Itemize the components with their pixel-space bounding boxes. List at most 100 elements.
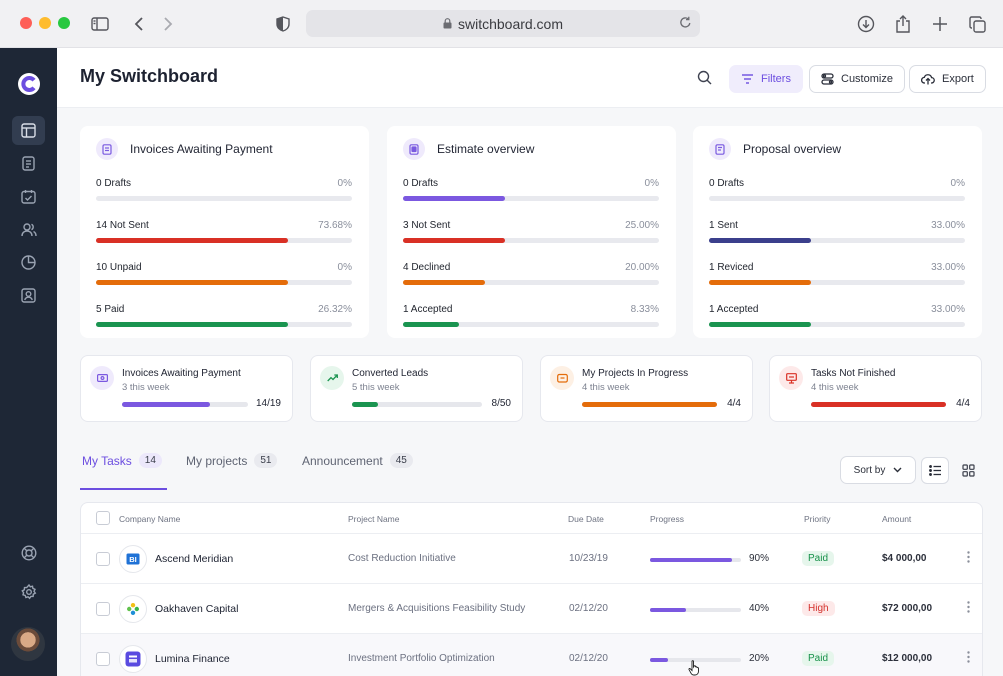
sidebar-toggle-icon[interactable] bbox=[88, 12, 112, 36]
stat-progress-fill bbox=[582, 402, 717, 407]
sidebar-item-invoices[interactable] bbox=[12, 149, 45, 178]
stat-subtitle: 5 this week bbox=[352, 382, 400, 393]
overview-row-label: 1 Reviced bbox=[709, 262, 754, 273]
column-header[interactable]: Progress bbox=[650, 514, 685, 524]
minimize-window-button[interactable] bbox=[39, 17, 51, 29]
company-name[interactable]: Ascend Meridian bbox=[155, 553, 234, 565]
export-button[interactable]: Export bbox=[909, 65, 986, 93]
close-window-button[interactable] bbox=[20, 17, 32, 29]
share-icon[interactable] bbox=[891, 12, 915, 36]
column-header[interactable]: Priority bbox=[804, 514, 831, 524]
progress-track bbox=[403, 196, 659, 201]
row-checkbox[interactable] bbox=[96, 602, 110, 616]
progress-fill bbox=[709, 280, 812, 285]
sort-by-dropdown[interactable]: Sort by bbox=[840, 456, 916, 484]
maximize-window-button[interactable] bbox=[58, 17, 70, 29]
users-icon bbox=[20, 222, 37, 236]
progress-fill bbox=[650, 558, 732, 562]
sidebar-item-calendar[interactable] bbox=[12, 182, 45, 211]
more-options-icon[interactable] bbox=[967, 601, 970, 613]
tab-announcement[interactable]: Announcement 45 bbox=[302, 453, 413, 468]
more-options-icon[interactable] bbox=[967, 551, 970, 563]
forward-icon[interactable] bbox=[156, 12, 180, 36]
company-name[interactable]: Oakhaven Capital bbox=[155, 603, 239, 615]
sidebar-item-help[interactable] bbox=[12, 538, 45, 567]
browser-toolbar: switchboard.com bbox=[0, 0, 1003, 48]
cloud-upload-icon bbox=[921, 74, 935, 85]
overview-row-label: 14 Not Sent bbox=[96, 220, 149, 231]
download-icon[interactable] bbox=[854, 12, 878, 36]
filters-label: Filters bbox=[761, 73, 791, 85]
sidebar-item-dashboard[interactable] bbox=[12, 116, 45, 145]
overview-row-label: 1 Sent bbox=[709, 220, 738, 231]
overview-row-percent: 0% bbox=[950, 178, 965, 189]
more-options-icon[interactable] bbox=[967, 651, 970, 663]
trending-up-icon bbox=[320, 366, 344, 390]
progress-fill bbox=[650, 658, 669, 662]
overview-card-header: Invoices Awaiting Payment bbox=[96, 138, 273, 160]
progress-fill bbox=[96, 322, 288, 327]
tab-overview-icon[interactable] bbox=[965, 12, 989, 36]
overview-row-percent: 33.00% bbox=[931, 304, 965, 315]
sidebar-item-settings[interactable] bbox=[12, 577, 45, 606]
overview-row-percent: 25.00% bbox=[625, 220, 659, 231]
search-icon[interactable] bbox=[697, 70, 712, 85]
overview-card-header: Estimate overview bbox=[403, 138, 534, 160]
app-logo[interactable] bbox=[17, 72, 41, 96]
stat-progress-track bbox=[352, 402, 482, 407]
tab-my-tasks[interactable]: My Tasks 14 bbox=[82, 453, 162, 468]
overview-row-percent: 33.00% bbox=[931, 220, 965, 231]
address-bar[interactable]: switchboard.com bbox=[306, 10, 700, 37]
overview-row-percent: 0% bbox=[337, 178, 352, 189]
company-name[interactable]: Lumina Finance bbox=[155, 653, 230, 665]
overview-row-label: 1 Accepted bbox=[403, 304, 453, 315]
new-tab-icon[interactable] bbox=[928, 12, 952, 36]
column-header[interactable]: Project Name bbox=[348, 514, 400, 524]
progress-fill bbox=[403, 196, 506, 201]
page-header: My Switchboard Filters Customize Export bbox=[57, 48, 1003, 108]
sidebar-item-contacts[interactable] bbox=[12, 281, 45, 310]
tab-my-projects[interactable]: My projects 51 bbox=[186, 453, 278, 468]
back-icon[interactable] bbox=[127, 12, 151, 36]
layout-icon bbox=[21, 123, 36, 138]
stat-card[interactable]: Converted Leads 5 this week 8/50 bbox=[310, 355, 523, 422]
progress-fill bbox=[709, 322, 812, 327]
stat-card[interactable]: My Projects In Progress 4 this week 4/4 bbox=[540, 355, 753, 422]
avatar[interactable] bbox=[11, 627, 45, 661]
reload-icon[interactable] bbox=[679, 16, 692, 29]
document-icon bbox=[22, 156, 35, 171]
select-all-checkbox[interactable] bbox=[96, 511, 110, 525]
row-checkbox[interactable] bbox=[96, 652, 110, 666]
list-view-button[interactable] bbox=[921, 457, 949, 484]
table-row[interactable]: Lumina Finance Investment Portfolio Optim… bbox=[81, 634, 982, 676]
table-row[interactable]: BI Ascend Meridian Cost Reduction Initiati… bbox=[81, 534, 982, 584]
row-checkbox[interactable] bbox=[96, 552, 110, 566]
url-text: switchboard.com bbox=[457, 15, 564, 32]
sidebar bbox=[0, 48, 57, 676]
table-row[interactable]: Oakhaven Capital Mergers & Acquisitions F… bbox=[81, 584, 982, 634]
customize-button[interactable]: Customize bbox=[809, 65, 905, 93]
filters-button[interactable]: Filters bbox=[729, 65, 803, 93]
project-name: Cost Reduction Initiative bbox=[348, 553, 456, 564]
sidebar-item-reports[interactable] bbox=[12, 248, 45, 277]
company-logo bbox=[119, 595, 147, 623]
contact-card-icon bbox=[21, 288, 36, 303]
stat-card[interactable]: Tasks Not Finished 4 this week 4/4 bbox=[769, 355, 982, 422]
shield-icon[interactable] bbox=[271, 12, 295, 36]
column-header[interactable]: Company Name bbox=[119, 514, 181, 524]
stat-title: Invoices Awaiting Payment bbox=[122, 368, 241, 379]
pie-chart-icon bbox=[21, 255, 36, 270]
column-header[interactable]: Amount bbox=[882, 514, 912, 524]
active-tab-indicator bbox=[80, 488, 167, 490]
list-icon bbox=[928, 465, 941, 476]
tasks-table: Company Name Project Name Due Date Progr… bbox=[80, 502, 983, 676]
stat-card[interactable]: Invoices Awaiting Payment 3 this week 14/1… bbox=[80, 355, 293, 422]
sidebar-item-users[interactable] bbox=[12, 215, 45, 244]
column-header[interactable]: Due Date bbox=[568, 514, 604, 524]
sort-by-label: Sort by bbox=[853, 464, 886, 476]
stat-subtitle: 4 this week bbox=[811, 382, 859, 393]
grid-view-button[interactable] bbox=[954, 457, 982, 484]
progress-track bbox=[96, 238, 352, 243]
overview-row-percent: 26.32% bbox=[318, 304, 352, 315]
stat-title: My Projects In Progress bbox=[582, 368, 689, 379]
